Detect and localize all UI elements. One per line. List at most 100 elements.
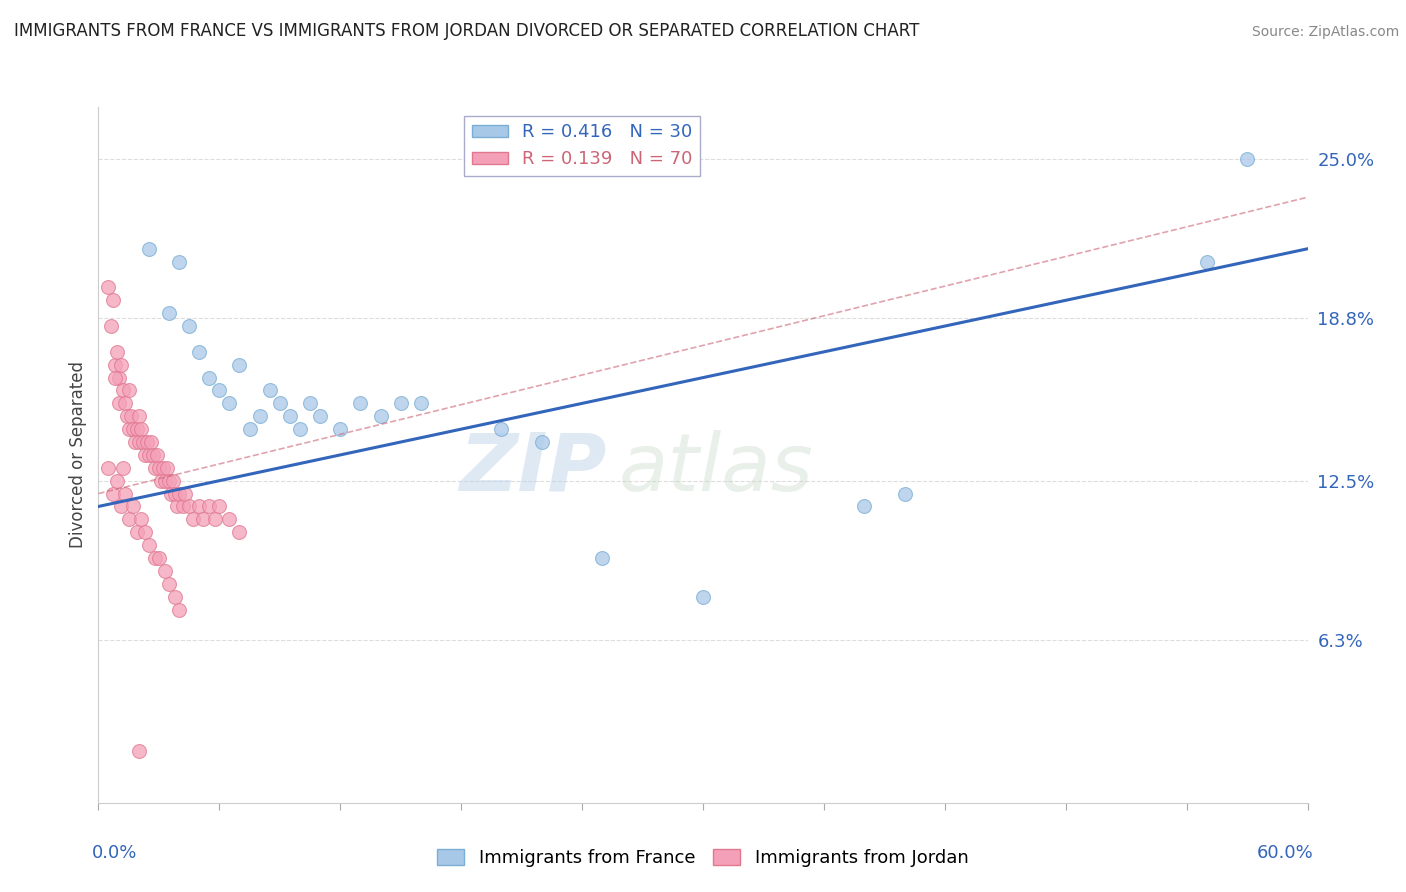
Point: [1236, 152, 1258, 166]
Point: [409, 396, 432, 410]
Point: [198, 500, 221, 514]
Text: IMMIGRANTS FROM FRANCE VS IMMIGRANTS FROM JORDAN DIVORCED OR SEPARATED CORRELATI: IMMIGRANTS FROM FRANCE VS IMMIGRANTS FRO…: [14, 21, 920, 39]
Point: [389, 396, 412, 410]
Point: [97, 460, 120, 475]
Point: [177, 319, 201, 334]
Text: ZIP: ZIP: [458, 430, 606, 508]
Point: [853, 500, 876, 514]
Point: [125, 525, 148, 540]
Point: [188, 500, 211, 514]
Point: [239, 422, 262, 436]
Legend: R = 0.416   N = 30, R = 0.139   N = 70: R = 0.416 N = 30, R = 0.139 N = 70: [464, 116, 700, 176]
Point: [118, 384, 141, 398]
Point: [97, 280, 120, 294]
Point: [188, 344, 211, 359]
Point: [269, 396, 291, 410]
Point: [167, 602, 190, 616]
Point: [370, 409, 392, 424]
Point: [114, 486, 136, 500]
Point: [157, 474, 180, 488]
Point: [153, 474, 176, 488]
Legend: Immigrants from France, Immigrants from Jordan: Immigrants from France, Immigrants from …: [430, 841, 976, 874]
Point: [105, 474, 128, 488]
Point: [530, 435, 553, 450]
Point: [299, 396, 322, 410]
Point: [129, 512, 152, 526]
Point: [218, 396, 240, 410]
Point: [153, 564, 176, 578]
Point: [591, 551, 613, 566]
Point: [115, 409, 138, 424]
Point: [110, 500, 132, 514]
Point: [105, 344, 128, 359]
Point: [146, 448, 169, 462]
Point: [103, 370, 125, 384]
Point: [160, 486, 183, 500]
Point: [134, 448, 156, 462]
Point: [218, 512, 240, 526]
Point: [174, 486, 197, 500]
Point: [692, 590, 714, 604]
Point: [177, 500, 201, 514]
Point: [278, 409, 301, 424]
Point: [114, 396, 136, 410]
Point: [893, 486, 915, 500]
Point: [148, 460, 170, 475]
Point: [157, 306, 180, 320]
Point: [228, 525, 250, 540]
Point: [128, 409, 150, 424]
Point: [107, 396, 129, 410]
Point: [101, 293, 124, 308]
Point: [157, 576, 180, 591]
Point: [162, 474, 184, 488]
Y-axis label: Divorced or Separated: Divorced or Separated: [69, 361, 87, 549]
Point: [128, 435, 150, 450]
Point: [110, 358, 132, 372]
Point: [120, 409, 142, 424]
Point: [208, 384, 231, 398]
Point: [143, 460, 166, 475]
Text: Source: ZipAtlas.com: Source: ZipAtlas.com: [1251, 25, 1399, 38]
Point: [1195, 254, 1218, 268]
Point: [228, 358, 250, 372]
Point: [132, 435, 155, 450]
Point: [138, 242, 160, 256]
Point: [111, 384, 134, 398]
Point: [259, 384, 281, 398]
Point: [134, 525, 156, 540]
Point: [163, 590, 186, 604]
Point: [329, 422, 352, 436]
Point: [129, 422, 152, 436]
Point: [193, 512, 215, 526]
Point: [107, 370, 129, 384]
Point: [198, 370, 221, 384]
Point: [172, 500, 194, 514]
Point: [167, 486, 190, 500]
Point: [118, 422, 141, 436]
Point: [121, 500, 143, 514]
Point: [181, 512, 204, 526]
Point: [163, 486, 186, 500]
Text: atlas: atlas: [619, 430, 813, 508]
Point: [138, 448, 160, 462]
Point: [152, 460, 174, 475]
Point: [208, 500, 231, 514]
Point: [249, 409, 271, 424]
Point: [124, 435, 146, 450]
Point: [166, 500, 188, 514]
Point: [309, 409, 332, 424]
Point: [118, 512, 141, 526]
Point: [138, 538, 160, 552]
Point: [103, 358, 125, 372]
Point: [142, 448, 165, 462]
Point: [156, 460, 179, 475]
Point: [111, 460, 134, 475]
Point: [100, 319, 122, 334]
Point: [204, 512, 226, 526]
Text: 60.0%: 60.0%: [1257, 845, 1313, 863]
Point: [149, 474, 172, 488]
Point: [101, 486, 124, 500]
Point: [349, 396, 371, 410]
Point: [288, 422, 311, 436]
Point: [491, 422, 513, 436]
